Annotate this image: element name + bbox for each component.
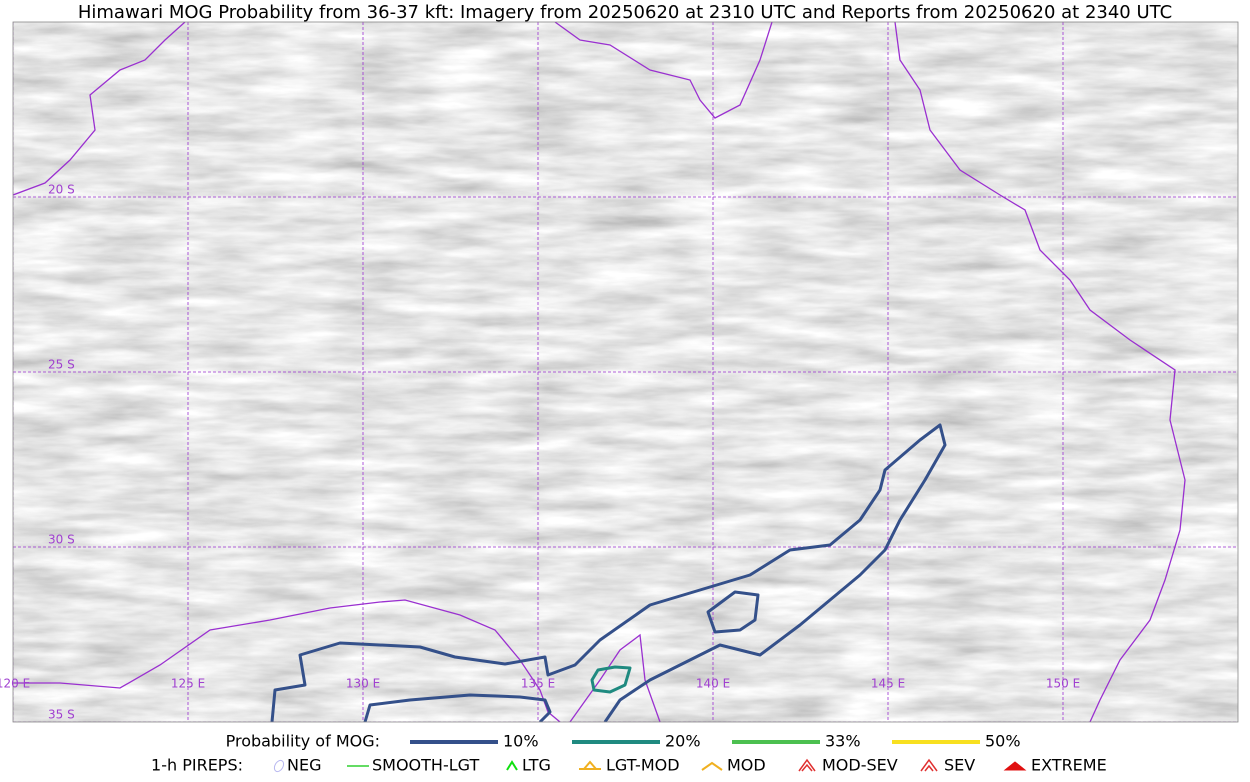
symbol-shape <box>506 760 518 771</box>
lon-label: 120 E <box>0 677 30 691</box>
legend-label: LTG <box>522 756 551 775</box>
legend-symbol <box>579 760 601 770</box>
legend-symbol <box>273 759 285 773</box>
symbol-shape <box>920 758 938 772</box>
graticule <box>13 22 1238 722</box>
lon-label: 125 E <box>171 677 205 691</box>
symbol-shape <box>273 759 285 773</box>
coastline <box>894 22 1186 722</box>
legend-label: LGT-MOD <box>606 756 680 775</box>
legend-label: SMOOTH-LGT <box>372 756 479 775</box>
legend-title: Probability of MOG: <box>226 732 380 751</box>
title: Himawari MOG Probability from 36-37 kft:… <box>78 2 1172 23</box>
legend-label: 33% <box>825 732 861 751</box>
legend-label: SEV <box>944 756 975 775</box>
symbol-shape <box>579 760 601 770</box>
lon-label: 145 E <box>871 677 905 691</box>
contour <box>270 423 947 722</box>
legend-label: MOD-SEV <box>822 756 898 775</box>
contour <box>706 590 760 634</box>
legend-label: EXTREME <box>1031 756 1107 775</box>
legend: Probability of MOG: 1-h PIREPS: 10% 20% 33… <box>151 732 1107 775</box>
coastline <box>554 22 773 119</box>
symbol-shape <box>1003 761 1027 771</box>
legend-symbol <box>701 761 723 771</box>
symbol-shape <box>701 761 723 771</box>
lon-label: 140 E <box>696 677 730 691</box>
legend-symbol <box>1003 761 1027 771</box>
coastline <box>13 22 186 196</box>
contour <box>590 665 632 694</box>
lon-label: 130 E <box>346 677 380 691</box>
legend-symbol <box>920 758 938 772</box>
lon-label: 150 E <box>1046 677 1080 691</box>
map <box>13 22 1238 722</box>
legend-label: MOD <box>727 756 766 775</box>
coastline <box>13 599 661 722</box>
legend-symbol <box>506 760 518 771</box>
lat-label: 25 S <box>48 358 75 372</box>
lat-label: 20 S <box>48 183 75 197</box>
legend-label: 10% <box>503 732 539 751</box>
lat-label: 30 S <box>48 533 75 547</box>
map-frame <box>12 21 1239 723</box>
lat-label: 35 S <box>48 708 75 722</box>
lon-label: 135 E <box>521 677 555 691</box>
legend-title: 1-h PIREPS: <box>151 756 243 775</box>
symbol-shape <box>798 758 816 772</box>
legend-label: 20% <box>665 732 701 751</box>
legend-symbol <box>798 758 816 772</box>
contour <box>363 693 552 722</box>
legend-label: NEG <box>287 756 321 775</box>
legend-label: 50% <box>985 732 1021 751</box>
